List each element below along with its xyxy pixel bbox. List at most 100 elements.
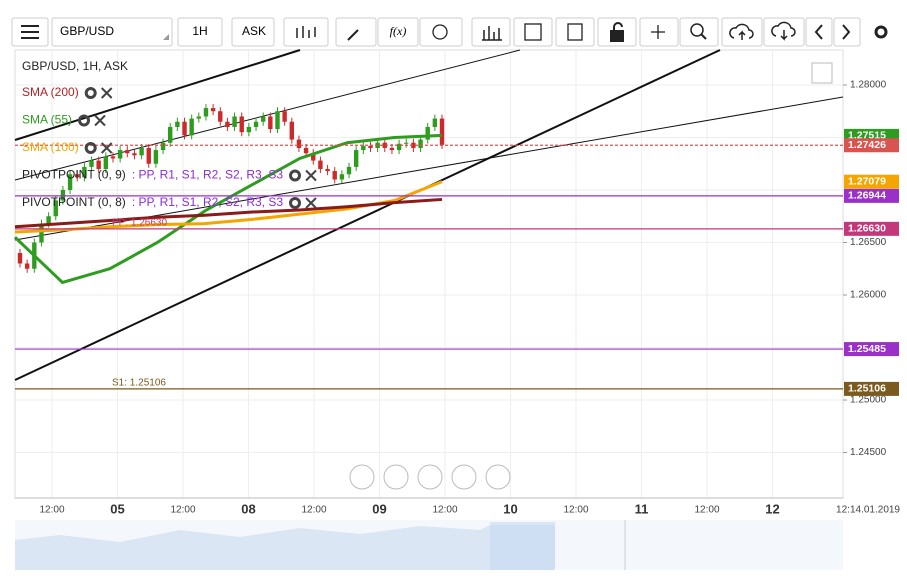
news-icon <box>567 23 583 41</box>
indicator-name: SMA (200) <box>22 85 79 99</box>
candle-body <box>303 147 309 154</box>
level-label: 1.26944 <box>848 190 886 202</box>
level-label: 1.26630 <box>848 223 886 235</box>
time-tick-label: 12:00 <box>563 505 588 516</box>
zoom-handle <box>700 33 707 40</box>
candle-body <box>146 147 151 164</box>
time-tick-label: 11 <box>635 501 649 516</box>
timeframe-select[interactable] <box>177 17 223 47</box>
calendar-icon <box>524 23 542 41</box>
candle-body <box>289 121 294 140</box>
candle-body <box>232 116 237 127</box>
timeframe-label: 1H <box>192 24 207 38</box>
draw-button[interactable] <box>335 17 377 47</box>
candle-body <box>17 252 23 264</box>
calendar-button[interactable] <box>513 17 553 47</box>
candle-body <box>318 160 323 169</box>
indicator-name: PIVOTPOINT (0, 8) <box>22 195 126 209</box>
time-end-label: 12:14.01.2019 <box>836 505 900 516</box>
candle-body <box>346 166 352 175</box>
maximize-button[interactable] <box>811 62 833 84</box>
candle-body <box>239 116 244 133</box>
candle-body <box>339 174 345 180</box>
chart-type-button[interactable] <box>283 17 329 47</box>
plot-area <box>14 49 844 499</box>
lock-shackle <box>613 22 623 31</box>
toolbar <box>11 17 861 47</box>
candle-body <box>82 166 87 178</box>
scroll-right-button[interactable] <box>485 464 511 490</box>
indicator-remove[interactable] <box>305 197 317 209</box>
forward-button[interactable] <box>833 17 861 47</box>
trend-line <box>14 49 301 141</box>
symbol-label: GBP/USD <box>60 24 114 38</box>
price-tick-label: 1.28000 <box>850 80 887 91</box>
indicator-settings[interactable] <box>289 169 302 182</box>
zoom-out-button[interactable] <box>383 464 409 490</box>
candle-body <box>175 121 180 127</box>
indicator-settings[interactable] <box>78 114 91 127</box>
back-button[interactable] <box>805 17 833 47</box>
lock-button[interactable] <box>597 17 637 47</box>
candle-body <box>117 150 123 159</box>
price-type-label: ASK <box>242 24 266 38</box>
candle-body <box>260 116 266 122</box>
candle-body <box>182 121 187 136</box>
indicator-settings[interactable] <box>84 87 97 99</box>
candle-body <box>60 189 66 201</box>
candle-body <box>411 142 416 148</box>
zoom-in-button[interactable] <box>451 464 477 490</box>
zoom-icon <box>690 23 704 37</box>
candle-body <box>353 150 359 167</box>
toolbar-icons <box>21 21 888 42</box>
level-badge <box>844 188 899 203</box>
level-badge <box>844 342 899 357</box>
candle-body <box>439 118 445 145</box>
moving-average-line <box>13 133 443 285</box>
candle-body <box>396 143 402 151</box>
indicator-params: : PP, R1, S1, R2, S2, R3, S3 <box>132 168 284 182</box>
candle-body <box>139 147 144 156</box>
download-button[interactable] <box>763 17 805 47</box>
info-button[interactable] <box>419 17 463 47</box>
crosshair-button[interactable] <box>639 17 679 47</box>
indicators-button[interactable] <box>471 17 511 47</box>
price-type-select[interactable] <box>231 17 275 47</box>
indicator-remove[interactable] <box>100 87 113 99</box>
time-tick-label: 09 <box>372 501 386 516</box>
menu-button[interactable] <box>11 17 49 47</box>
price-tick-label: 1.26500 <box>850 237 887 248</box>
candle-body <box>361 145 366 151</box>
time-tick-label: 12 <box>765 501 779 516</box>
candle-body <box>196 116 202 119</box>
legend-instrument: GBP/USD, 1H, ASK <box>22 59 128 73</box>
moving-average-line <box>14 197 443 229</box>
upload-button[interactable] <box>721 17 763 47</box>
symbol-select[interactable] <box>51 17 173 47</box>
settings-icon[interactable] <box>874 25 888 39</box>
reset-button[interactable] <box>417 464 443 490</box>
candle-body <box>418 139 423 148</box>
candle-body <box>425 126 430 140</box>
indicator-settings[interactable] <box>289 197 302 209</box>
pivot-label: PP: 1.26630 <box>112 217 167 228</box>
news-button[interactable] <box>555 17 595 47</box>
level-badge <box>844 381 899 396</box>
candle-body <box>225 121 230 127</box>
indicator-remove[interactable] <box>305 169 317 182</box>
nav-arrows <box>814 24 851 40</box>
candle-body <box>53 200 58 217</box>
indicator-remove[interactable] <box>94 114 106 127</box>
candle-body <box>132 153 137 156</box>
indicator-settings[interactable] <box>84 142 97 154</box>
overview-window[interactable] <box>490 522 555 570</box>
indicator-remove[interactable] <box>100 142 113 154</box>
indicator-name: SMA (100) <box>22 140 79 154</box>
function-button[interactable] <box>377 17 419 47</box>
time-tick-label: 12:00 <box>432 505 457 516</box>
zoom-button[interactable] <box>679 17 719 47</box>
time-tick-label: 08 <box>241 501 255 516</box>
scroll-left-button[interactable] <box>349 464 375 490</box>
